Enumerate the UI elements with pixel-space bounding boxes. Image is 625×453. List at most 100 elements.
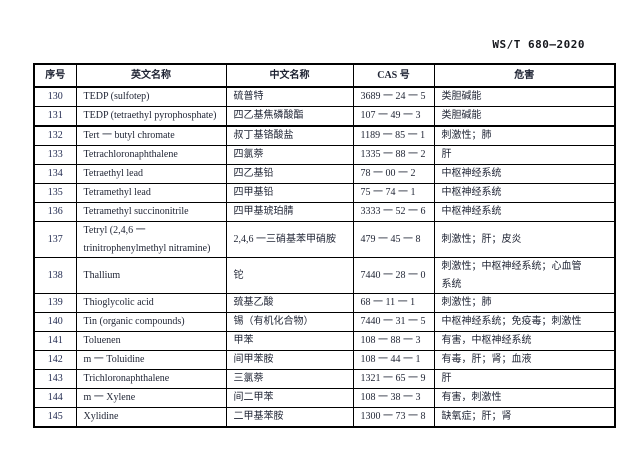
cell-en: m 一 Toluidine [75, 350, 227, 370]
cell-hazard: 缺氧症；肝；肾 [433, 407, 616, 428]
table-row: 137 Tetryl (2,4,6 一 trinitrophenylmethyl … [33, 221, 616, 258]
cell-no: 138 [33, 257, 77, 294]
cell-hazard: 中枢神经系统 [433, 164, 616, 184]
cell-hazard: 有害，刺激性 [433, 388, 616, 408]
column-header-cas: CAS 号 [352, 63, 435, 88]
cell-hazard: 类胆碱能 [433, 106, 616, 127]
cell-zh: 铊 [225, 257, 354, 294]
cell-zh: 四甲基琥珀腈 [225, 202, 354, 222]
cell-cas: 1300 一 73 一 8 [352, 407, 435, 428]
hazard-table: 序号 英文名称 中文名称 CAS 号 危害 130 TEDP (sulfotep)… [33, 63, 616, 428]
column-header-en: 英文名称 [75, 63, 227, 88]
cell-zh: 叔丁基铬酸盐 [225, 125, 354, 146]
cell-zh: 四乙基铅 [225, 164, 354, 184]
cell-zh: 甲苯 [225, 331, 354, 351]
cell-en: Tetramethyl lead [75, 183, 227, 203]
cell-en: Thioglycolic acid [75, 293, 227, 313]
cell-hazard: 肝 [433, 369, 616, 389]
cell-hazard: 有毒，肝；肾；血液 [433, 350, 616, 370]
cell-cas: 7440 一 31 一 5 [352, 312, 435, 332]
cell-hazard: 中枢神经系统；免疫毒；刺激性 [433, 312, 616, 332]
table-row: 131 TEDP (tetraethyl pyrophosphate) 四乙基焦磷酸… [33, 106, 616, 127]
cell-hazard: 中枢神经系统 [433, 202, 616, 222]
cell-no: 145 [33, 407, 77, 428]
table-row: 132 Tert 一 butyl chromate 叔丁基铬酸盐 1189 一 85 … [33, 125, 616, 146]
table-row: 145 Xylidine 二甲基苯胺 1300 一 73 一 8 缺氧症；肝；肾 [33, 407, 616, 428]
table-header: 序号 英文名称 中文名称 CAS 号 危害 [33, 63, 616, 88]
table-row: 135 Tetramethyl lead 四甲基铅 75 一 74 一 1 中枢神经系统 [33, 183, 616, 203]
cell-en: TEDP (tetraethyl pyrophosphate) [75, 106, 227, 127]
cell-hazard: 刺激性；肝；皮炎 [433, 221, 616, 258]
cell-en: Tetrachloronaphthalene [75, 145, 227, 165]
standard-number: WS/T 680—2020 [492, 38, 585, 51]
cell-hazard: 刺激性；肺 [433, 293, 616, 313]
cell-zh: 2,4,6 一三硝基苯甲硝胺 [225, 221, 354, 258]
cell-zh: 间甲苯胺 [225, 350, 354, 370]
table-body: 130 TEDP (sulfotep) 硫普特 3689 一 24 一 5 类胆碱能 13… [33, 86, 616, 428]
cell-no: 142 [33, 350, 77, 370]
table-row: 134 Tetraethyl lead 四乙基铅 78 一 00 一 2 中枢神经系统 [33, 164, 616, 184]
cell-zh: 锡（有机化合物） [225, 312, 354, 332]
cell-no: 130 [33, 86, 77, 107]
cell-en: Tetraethyl lead [75, 164, 227, 184]
column-header-hazard: 危害 [433, 63, 616, 88]
cell-hazard: 有害，中枢神经系统 [433, 331, 616, 351]
table-row: 139 Thioglycolic acid 巯基乙酸 68 一 11 一 1 刺激性；肺 [33, 293, 616, 313]
cell-hazard: 刺激性；肺 [433, 125, 616, 146]
cell-no: 137 [33, 221, 77, 258]
cell-zh: 四甲基铅 [225, 183, 354, 203]
cell-cas: 3689 一 24 一 5 [352, 86, 435, 107]
cell-en: Xylidine [75, 407, 227, 428]
cell-no: 132 [33, 125, 77, 146]
cell-zh: 三氯萘 [225, 369, 354, 389]
cell-en: Thallium [75, 257, 227, 294]
cell-hazard: 肝 [433, 145, 616, 165]
cell-no: 136 [33, 202, 77, 222]
cell-en: Tetryl (2,4,6 一 trinitrophenylmethyl nit… [75, 221, 227, 258]
cell-zh: 四氯萘 [225, 145, 354, 165]
cell-zh: 二甲基苯胺 [225, 407, 354, 428]
cell-hazard: 中枢神经系统 [433, 183, 616, 203]
cell-cas: 479 一 45 一 8 [352, 221, 435, 258]
table-row: 138 Thallium 铊 7440 一 28 一 0 刺激性；中枢神经系统；心血管 … [33, 257, 616, 294]
cell-zh: 硫普特 [225, 86, 354, 107]
cell-cas: 3333 一 52 一 6 [352, 202, 435, 222]
cell-en: Tin (organic compounds) [75, 312, 227, 332]
cell-no: 143 [33, 369, 77, 389]
cell-no: 140 [33, 312, 77, 332]
cell-cas: 108 一 88 一 3 [352, 331, 435, 351]
cell-cas: 107 一 49 一 3 [352, 106, 435, 127]
cell-no: 141 [33, 331, 77, 351]
cell-no: 131 [33, 106, 77, 127]
table-header-row: 序号 英文名称 中文名称 CAS 号 危害 [33, 63, 616, 88]
cell-zh: 巯基乙酸 [225, 293, 354, 313]
table-row: 133 Tetrachloronaphthalene 四氯萘 1335 一 88 一 … [33, 145, 616, 165]
cell-no: 144 [33, 388, 77, 408]
cell-cas: 7440 一 28 一 0 [352, 257, 435, 294]
cell-cas: 108 一 44 一 1 [352, 350, 435, 370]
cell-no: 135 [33, 183, 77, 203]
column-header-zh: 中文名称 [225, 63, 354, 88]
table-row: 141 Toluenen 甲苯 108 一 88 一 3 有害，中枢神经系统 [33, 331, 616, 351]
cell-no: 134 [33, 164, 77, 184]
table-row: 130 TEDP (sulfotep) 硫普特 3689 一 24 一 5 类胆碱能 [33, 86, 616, 107]
cell-no: 133 [33, 145, 77, 165]
cell-cas: 68 一 11 一 1 [352, 293, 435, 313]
cell-zh: 四乙基焦磷酸酯 [225, 106, 354, 127]
cell-zh: 间二甲苯 [225, 388, 354, 408]
table-row: 140 Tin (organic compounds) 锡（有机化合物） 7440 一… [33, 312, 616, 332]
column-header-no: 序号 [33, 63, 77, 88]
cell-en: Tetramethyl succinonitrile [75, 202, 227, 222]
table-row: 144 m 一 Xylene 间二甲苯 108 一 38 一 3 有害，刺激性 [33, 388, 616, 408]
cell-cas: 1189 一 85 一 1 [352, 125, 435, 146]
cell-cas: 75 一 74 一 1 [352, 183, 435, 203]
cell-cas: 78 一 00 一 2 [352, 164, 435, 184]
cell-hazard: 刺激性；中枢神经系统；心血管 系统 [433, 257, 616, 294]
table-row: 136 Tetramethyl succinonitrile 四甲基琥珀腈 3333 … [33, 202, 616, 222]
cell-cas: 1335 一 88 一 2 [352, 145, 435, 165]
cell-en: m 一 Xylene [75, 388, 227, 408]
cell-no: 139 [33, 293, 77, 313]
cell-en: TEDP (sulfotep) [75, 86, 227, 107]
